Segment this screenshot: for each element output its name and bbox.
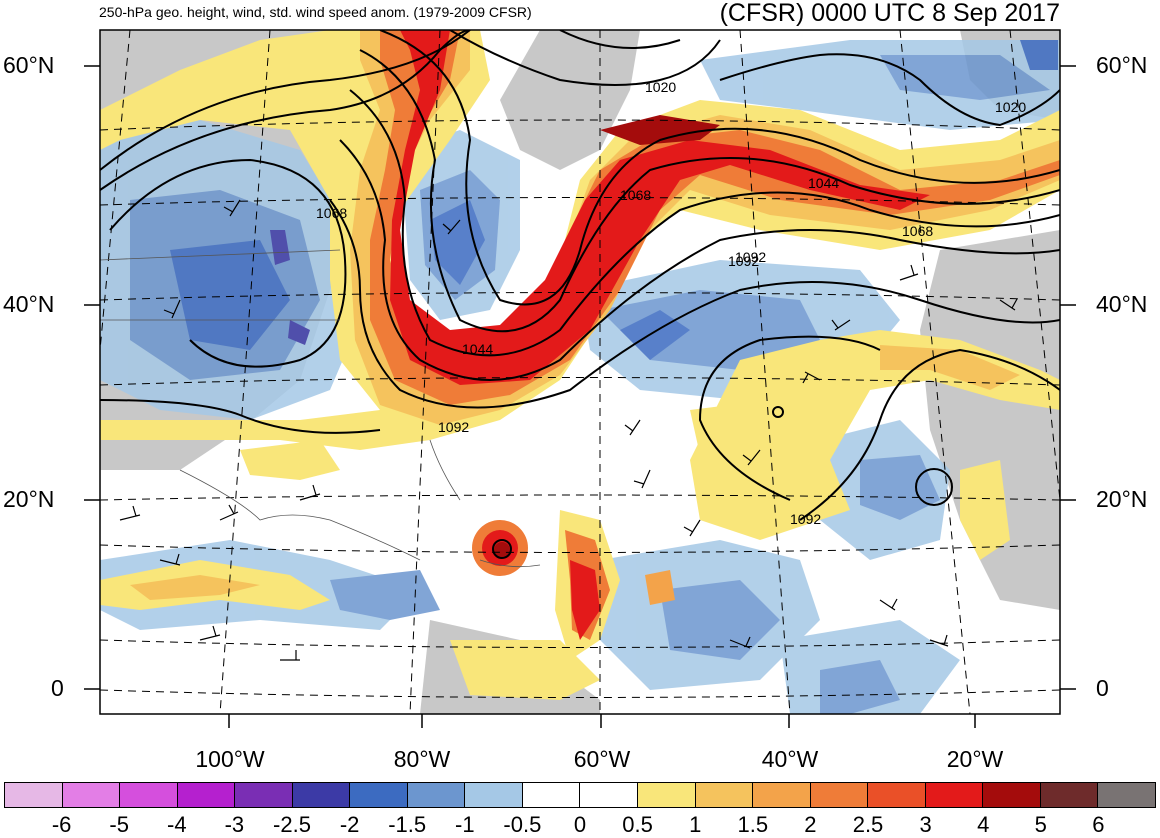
- colorbar-tick-label: 0.5: [622, 812, 653, 837]
- lat-label-left-40: 40°N: [3, 291, 55, 317]
- colorbar-tick-label: -6: [51, 812, 72, 837]
- colorbar-tick-label: -5: [109, 812, 129, 837]
- contour-label: 1044: [462, 341, 493, 357]
- lon-label-40w: 40°W: [761, 746, 819, 772]
- contour-label: 1092: [728, 253, 759, 269]
- colorbar-tick-label: -0.5: [503, 812, 542, 837]
- map-frame: [99, 29, 1061, 715]
- colorbar-tick-label: -3: [224, 812, 245, 837]
- coastlines: [100, 249, 541, 568]
- colorbar-swatch: [465, 783, 523, 807]
- map-subtitle: 250-hPa geo. height, wind, std. wind spe…: [99, 4, 532, 20]
- colorbar-tick-label: 1: [689, 812, 702, 837]
- colorbar-swatch: [753, 783, 811, 807]
- colorbar-swatch: [1040, 783, 1099, 807]
- contour-label: 1020: [645, 79, 676, 95]
- lat-label-right-0: 0: [1096, 675, 1109, 701]
- contour-labels: 1020102010441044106810681068109210921092…: [316, 79, 1026, 527]
- colorbar-swatch: [350, 783, 408, 807]
- colorbar-swatch: [695, 783, 754, 807]
- colorbar-swatch: [1098, 783, 1155, 807]
- colorbar-tick-label: -1.5: [388, 812, 427, 837]
- colorbar: [4, 782, 1156, 808]
- colorbar-swatch: [522, 783, 581, 807]
- colorbar-swatch: [62, 783, 121, 807]
- contour-label: 1092: [438, 419, 469, 435]
- map-title: (CFSR) 0000 UTC 8 Sep 2017: [719, 0, 1060, 27]
- colorbar-tick-label: 5: [1034, 812, 1047, 837]
- lon-label-20w: 20°W: [946, 746, 1004, 772]
- colorbar-tick-label: 3: [919, 812, 932, 837]
- contour-label: 1068: [902, 223, 933, 239]
- lon-label-60w: 60°W: [573, 746, 631, 772]
- contour-label: 1068: [316, 205, 347, 221]
- colorbar-swatch: [810, 783, 869, 807]
- wind-barbs: [119, 199, 1018, 661]
- contour-label: 1068: [620, 187, 651, 203]
- colorbar-tick-label: 2: [804, 812, 817, 837]
- colorbar-tick-label: 4: [977, 812, 990, 837]
- colorbar-swatch: [983, 783, 1041, 807]
- lat-label-right-40: 40°N: [1096, 291, 1148, 317]
- lat-label-left-0: 0: [51, 675, 64, 701]
- contour-label: 1092: [735, 249, 766, 265]
- axis-ticks: [84, 65, 1076, 728]
- graticule: [100, 30, 1060, 714]
- colorbar-tick-label: -2: [339, 812, 360, 837]
- colorbar-swatch: [638, 783, 696, 807]
- lat-label-right-60: 60°N: [1096, 52, 1148, 78]
- colorbar-swatch: [868, 783, 926, 807]
- colorbar-tick-label: 2.5: [852, 812, 884, 837]
- colorbar-swatch: [120, 783, 178, 807]
- lat-label-left-60: 60°N: [3, 52, 55, 78]
- colorbar-tick-label: 6: [1092, 812, 1105, 837]
- colorbar-swatch: [580, 783, 639, 807]
- lat-label-right-20: 20°N: [1096, 486, 1148, 512]
- colorbar-swatch: [177, 783, 236, 807]
- contour-label: 1044: [808, 175, 839, 191]
- contour-label: 1092: [790, 511, 821, 527]
- lon-label-80w: 80°W: [393, 746, 451, 772]
- lat-label-left-20: 20°N: [3, 486, 55, 512]
- contour-label: 1020: [995, 99, 1026, 115]
- height-contours: [100, 30, 1060, 559]
- colorbar-swatch: [5, 783, 63, 807]
- colorbar-swatch: [292, 783, 351, 807]
- colorbar-swatch: [407, 783, 466, 807]
- colorbar-tick-label: -4: [167, 812, 187, 837]
- colorbar-swatch: [925, 783, 984, 807]
- colorbar-tick-label: -1: [455, 812, 475, 837]
- colorbar-tick-label: -2.5: [273, 812, 311, 837]
- lon-label-100w: 100°W: [195, 746, 265, 772]
- colorbar-tick-label: 0: [573, 812, 587, 837]
- colorbar-swatch: [235, 783, 293, 807]
- colorbar-tick-label: 1.5: [737, 812, 769, 837]
